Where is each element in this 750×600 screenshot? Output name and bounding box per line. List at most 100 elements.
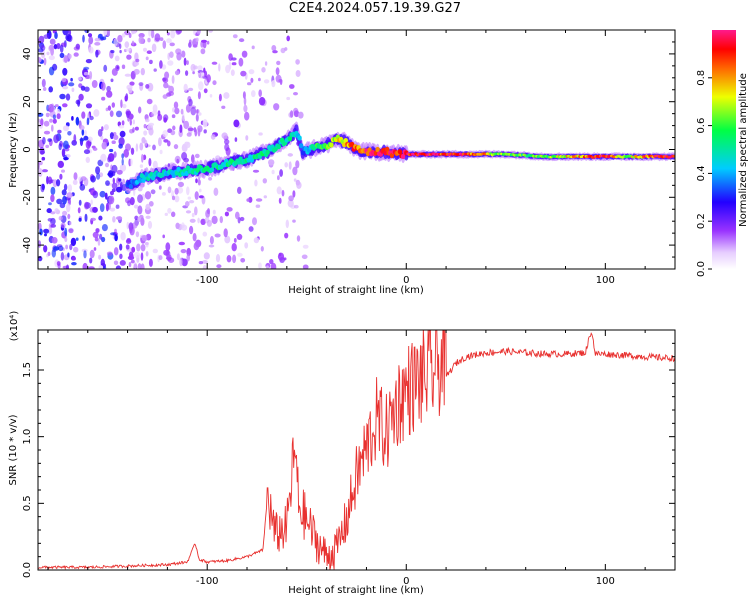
spectrogram-noise-point xyxy=(72,257,76,261)
colorbar-tick-label: 0.2 xyxy=(696,213,707,229)
spectrogram-noise-point xyxy=(179,257,183,267)
spectrogram-noise-point xyxy=(145,56,149,61)
spectrogram-noise-point xyxy=(95,166,101,175)
spectrogram-noise-point xyxy=(68,221,72,226)
spectrogram-noise-point xyxy=(60,222,66,229)
spectrogram-noise-point xyxy=(211,215,218,225)
spectrogram-noise-point xyxy=(128,33,132,38)
spectrogram-noise-point xyxy=(218,93,222,102)
spectrogram-noise-point xyxy=(238,57,244,67)
spectrogram-noise-point xyxy=(113,151,117,158)
spectrogram-noise-point xyxy=(138,106,142,114)
spectrogram-ridge-point xyxy=(265,149,270,155)
spectrogram-noise-point xyxy=(58,143,62,151)
spectrogram-noise-point xyxy=(59,173,63,180)
spectrogram-noise-point xyxy=(162,130,168,138)
spectrogram-noise-point xyxy=(69,244,73,251)
spectrogram-noise-point xyxy=(221,105,226,110)
spectrogram-noise-point xyxy=(62,67,68,76)
spectrogram-noise-point xyxy=(183,83,188,92)
spectrogram-noise-point xyxy=(110,78,114,83)
spectrogram-noise-point xyxy=(211,61,218,65)
spectrogram-noise-point xyxy=(41,50,46,59)
spectrogram-noise-point xyxy=(145,251,149,257)
spectrogram-noise-point xyxy=(114,55,120,62)
spectrogram-noise-point xyxy=(289,110,294,118)
spectrogram-noise-point xyxy=(87,136,93,142)
spectrogram-noise-point xyxy=(67,131,72,136)
spectrogram-noise-point xyxy=(148,258,153,267)
spectrogram-noise-point xyxy=(285,219,289,229)
spectrogram-noise-point xyxy=(70,237,77,247)
spectrogram-noise-point xyxy=(223,92,230,99)
spectrogram-noise-point xyxy=(126,238,131,243)
spectrogram-noise-point xyxy=(111,68,118,76)
spectrogram-noise-point xyxy=(47,218,53,222)
spectrogram-noise-point xyxy=(126,221,130,230)
spectrogram-noise-point xyxy=(145,84,150,89)
spectrogram-noise-point xyxy=(197,91,201,100)
y-tick-label: -20 xyxy=(22,189,33,205)
spectrogram-noise-point xyxy=(88,46,94,54)
spectrogram-noise-point xyxy=(243,104,248,113)
spectrogram-noise-point xyxy=(293,92,298,96)
spectrogram-noise-point xyxy=(208,177,213,181)
spectrogram-ticks: -100 0 100 -40 -20 0 20 40 xyxy=(22,29,675,286)
spectrogram-noise-point xyxy=(186,247,191,257)
spectrogram-noise-point xyxy=(131,30,135,35)
spectrogram-noise-point xyxy=(115,186,123,193)
spectrogram-noise-point xyxy=(62,30,69,36)
spectrogram-noise-point xyxy=(44,233,47,237)
spectrogram-noise-point xyxy=(62,85,69,90)
spectrogram-noise-point xyxy=(152,248,158,254)
spectrogram-noise-point xyxy=(110,232,116,236)
spectrogram-noise-point xyxy=(83,177,89,187)
spectrogram-noise-point xyxy=(174,70,180,76)
x-tick-label: 100 xyxy=(596,576,615,587)
spectrogram-noise-point xyxy=(189,225,194,235)
spectrogram-noise-point xyxy=(78,93,84,101)
y-tick-label: 1.5 xyxy=(22,362,33,378)
spectrogram-noise-point xyxy=(176,253,180,261)
spectrogram-noise-point xyxy=(100,153,107,162)
spectrogram-noise-point xyxy=(52,63,58,71)
spectrogram-noise-point xyxy=(157,110,161,117)
spectrogram-noise-point xyxy=(115,204,120,209)
spectrogram-noise-point xyxy=(203,252,210,260)
spectrogram-noise-point xyxy=(121,158,124,166)
spectrogram-noise-point xyxy=(264,61,268,66)
spectrogram-noise-point xyxy=(52,118,57,124)
spectrogram-noise-point xyxy=(62,195,67,205)
spectrogram-noise-point xyxy=(250,77,254,83)
spectrogram-noise-point xyxy=(140,252,144,261)
spectrogram-noise-point xyxy=(171,195,176,201)
spectrogram-noise-point xyxy=(239,216,245,222)
spectrogram-x-label: Height of straight line (km) xyxy=(288,285,424,296)
spectrogram-noise-point xyxy=(201,39,207,43)
spectrogram-noise-point xyxy=(121,33,126,38)
y-tick-label: -40 xyxy=(22,237,33,253)
spectrogram-noise-point xyxy=(185,104,191,113)
spectrogram-noise-point xyxy=(136,243,141,252)
spectrogram-noise-point xyxy=(120,231,126,241)
spectrogram-noise-point xyxy=(180,108,184,115)
spectrogram-noise-point xyxy=(43,120,50,127)
spectrogram-noise-point xyxy=(168,85,175,94)
spectrogram-noise-point xyxy=(39,146,45,155)
spectrogram-noise-point xyxy=(116,216,123,221)
spectrogram-noise-point xyxy=(143,130,148,136)
spectrogram-noise-point xyxy=(163,139,169,143)
spectrogram-noise-point xyxy=(192,71,195,75)
spectrogram-noise-point xyxy=(88,266,95,269)
spectrogram-noise-point xyxy=(79,125,85,131)
spectrogram-noise-point xyxy=(224,211,229,217)
spectrogram-noise-point xyxy=(82,262,88,269)
spectrogram-noise-point xyxy=(84,213,88,222)
spectrogram-noise-point xyxy=(57,129,62,134)
spectrogram-noise-point xyxy=(148,30,152,37)
spectrogram-noise-point xyxy=(186,254,190,262)
spectrogram-noise-point xyxy=(95,49,99,58)
spectrogram-noise-point xyxy=(65,244,68,250)
spectrogram-noise-point xyxy=(200,48,206,55)
spectrogram-noise-point xyxy=(54,31,58,40)
